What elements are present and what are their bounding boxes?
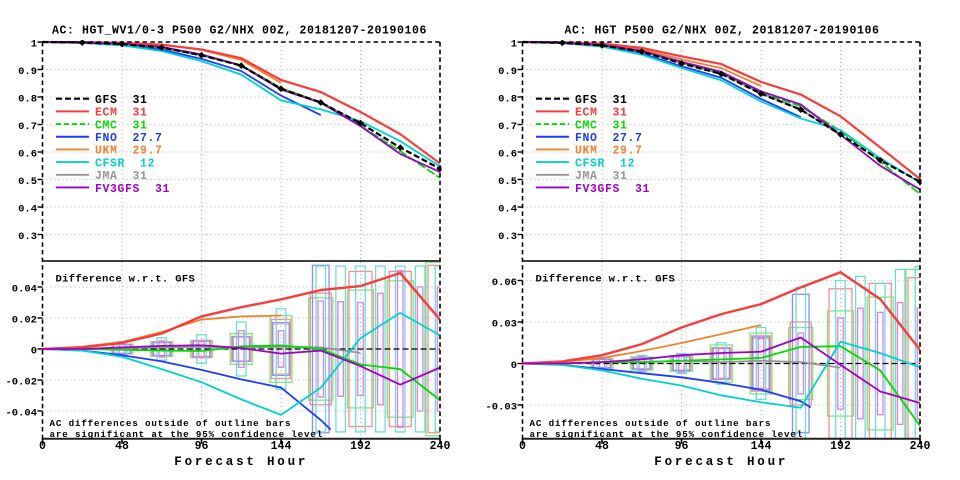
svg-text:0.9: 0.9 bbox=[498, 66, 517, 78]
svg-text:144: 144 bbox=[271, 440, 292, 453]
svg-text:UKM 29.7: UKM 29.7 bbox=[575, 145, 643, 158]
svg-text:are significant at the 95% con: are significant at the 95% confidence le… bbox=[50, 429, 324, 440]
svg-text:ECM 31: ECM 31 bbox=[575, 107, 628, 120]
svg-text:AC differences outside of outl: AC differences outside of outline bars bbox=[530, 418, 772, 429]
svg-text:96: 96 bbox=[675, 440, 689, 453]
svg-text:Difference w.r.t. GFS: Difference w.r.t. GFS bbox=[56, 274, 196, 286]
svg-text:ECM 31: ECM 31 bbox=[95, 107, 148, 120]
svg-text:0.3: 0.3 bbox=[18, 231, 37, 243]
svg-text:0.04: 0.04 bbox=[12, 283, 37, 295]
svg-text:CMC 31: CMC 31 bbox=[575, 119, 628, 132]
svg-text:0.7: 0.7 bbox=[18, 121, 37, 133]
svg-text:0.6: 0.6 bbox=[498, 148, 517, 160]
svg-text:0.7: 0.7 bbox=[498, 121, 517, 133]
svg-text:0: 0 bbox=[519, 440, 526, 453]
svg-text:-0.04: -0.04 bbox=[5, 407, 37, 419]
svg-text:0: 0 bbox=[39, 440, 46, 453]
svg-text:GFS 31: GFS 31 bbox=[575, 94, 628, 107]
svg-text:UKM 29.7: UKM 29.7 bbox=[95, 145, 163, 158]
svg-text:0.4: 0.4 bbox=[498, 203, 517, 215]
svg-text:192: 192 bbox=[830, 440, 851, 453]
svg-text:AC differences outside of outl: AC differences outside of outline bars bbox=[50, 418, 292, 429]
svg-text:0.8: 0.8 bbox=[18, 93, 37, 105]
svg-text:144: 144 bbox=[751, 440, 772, 453]
svg-text:Forecast Hour: Forecast Hour bbox=[174, 455, 308, 469]
svg-text:1: 1 bbox=[31, 38, 37, 50]
svg-text:GFS 31: GFS 31 bbox=[95, 94, 148, 107]
svg-text:0.06: 0.06 bbox=[492, 277, 517, 289]
svg-text:JMA 31: JMA 31 bbox=[95, 170, 148, 183]
svg-text:0.4: 0.4 bbox=[18, 203, 37, 215]
svg-text:CFSR 12: CFSR 12 bbox=[575, 157, 635, 170]
svg-text:FV3GFS 31: FV3GFS 31 bbox=[95, 183, 170, 196]
svg-text:0.3: 0.3 bbox=[498, 231, 517, 243]
svg-text:AC: HGT P500 G2/NHX 00Z, 20181: AC: HGT P500 G2/NHX 00Z, 20181207-201901… bbox=[565, 25, 880, 38]
svg-text:0: 0 bbox=[31, 345, 37, 357]
svg-text:48: 48 bbox=[115, 440, 129, 453]
svg-text:0.03: 0.03 bbox=[492, 318, 517, 330]
svg-text:JMA 31: JMA 31 bbox=[575, 170, 628, 183]
svg-text:CMC 31: CMC 31 bbox=[95, 119, 148, 132]
svg-text:0.02: 0.02 bbox=[12, 314, 37, 326]
svg-text:FV3GFS 31: FV3GFS 31 bbox=[575, 183, 650, 196]
svg-text:96: 96 bbox=[195, 440, 209, 453]
svg-text:0.5: 0.5 bbox=[18, 176, 37, 188]
svg-text:0.8: 0.8 bbox=[498, 93, 517, 105]
svg-text:Difference w.r.t. GFS: Difference w.r.t. GFS bbox=[536, 274, 676, 286]
svg-text:Forecast Hour: Forecast Hour bbox=[654, 455, 788, 469]
svg-text:240: 240 bbox=[910, 440, 931, 453]
svg-text:FNO 27.7: FNO 27.7 bbox=[575, 132, 643, 145]
svg-text:are significant at the 95% con: are significant at the 95% confidence le… bbox=[530, 429, 804, 440]
svg-text:CFSR 12: CFSR 12 bbox=[95, 157, 155, 170]
svg-text:48: 48 bbox=[595, 440, 609, 453]
svg-text:-0.03: -0.03 bbox=[485, 401, 517, 413]
svg-text:0.6: 0.6 bbox=[18, 148, 37, 160]
svg-text:240: 240 bbox=[430, 440, 451, 453]
svg-text:0.9: 0.9 bbox=[18, 66, 37, 78]
svg-text:AC: HGT_WV1/0-3 P500 G2/NHX 00: AC: HGT_WV1/0-3 P500 G2/NHX 00Z, 2018120… bbox=[52, 25, 427, 38]
svg-text:-0.02: -0.02 bbox=[5, 376, 37, 388]
svg-text:0: 0 bbox=[511, 360, 517, 372]
svg-text:1: 1 bbox=[511, 38, 517, 50]
svg-text:192: 192 bbox=[350, 440, 371, 453]
svg-text:0.5: 0.5 bbox=[498, 176, 517, 188]
svg-text:FNO 27.7: FNO 27.7 bbox=[95, 132, 163, 145]
